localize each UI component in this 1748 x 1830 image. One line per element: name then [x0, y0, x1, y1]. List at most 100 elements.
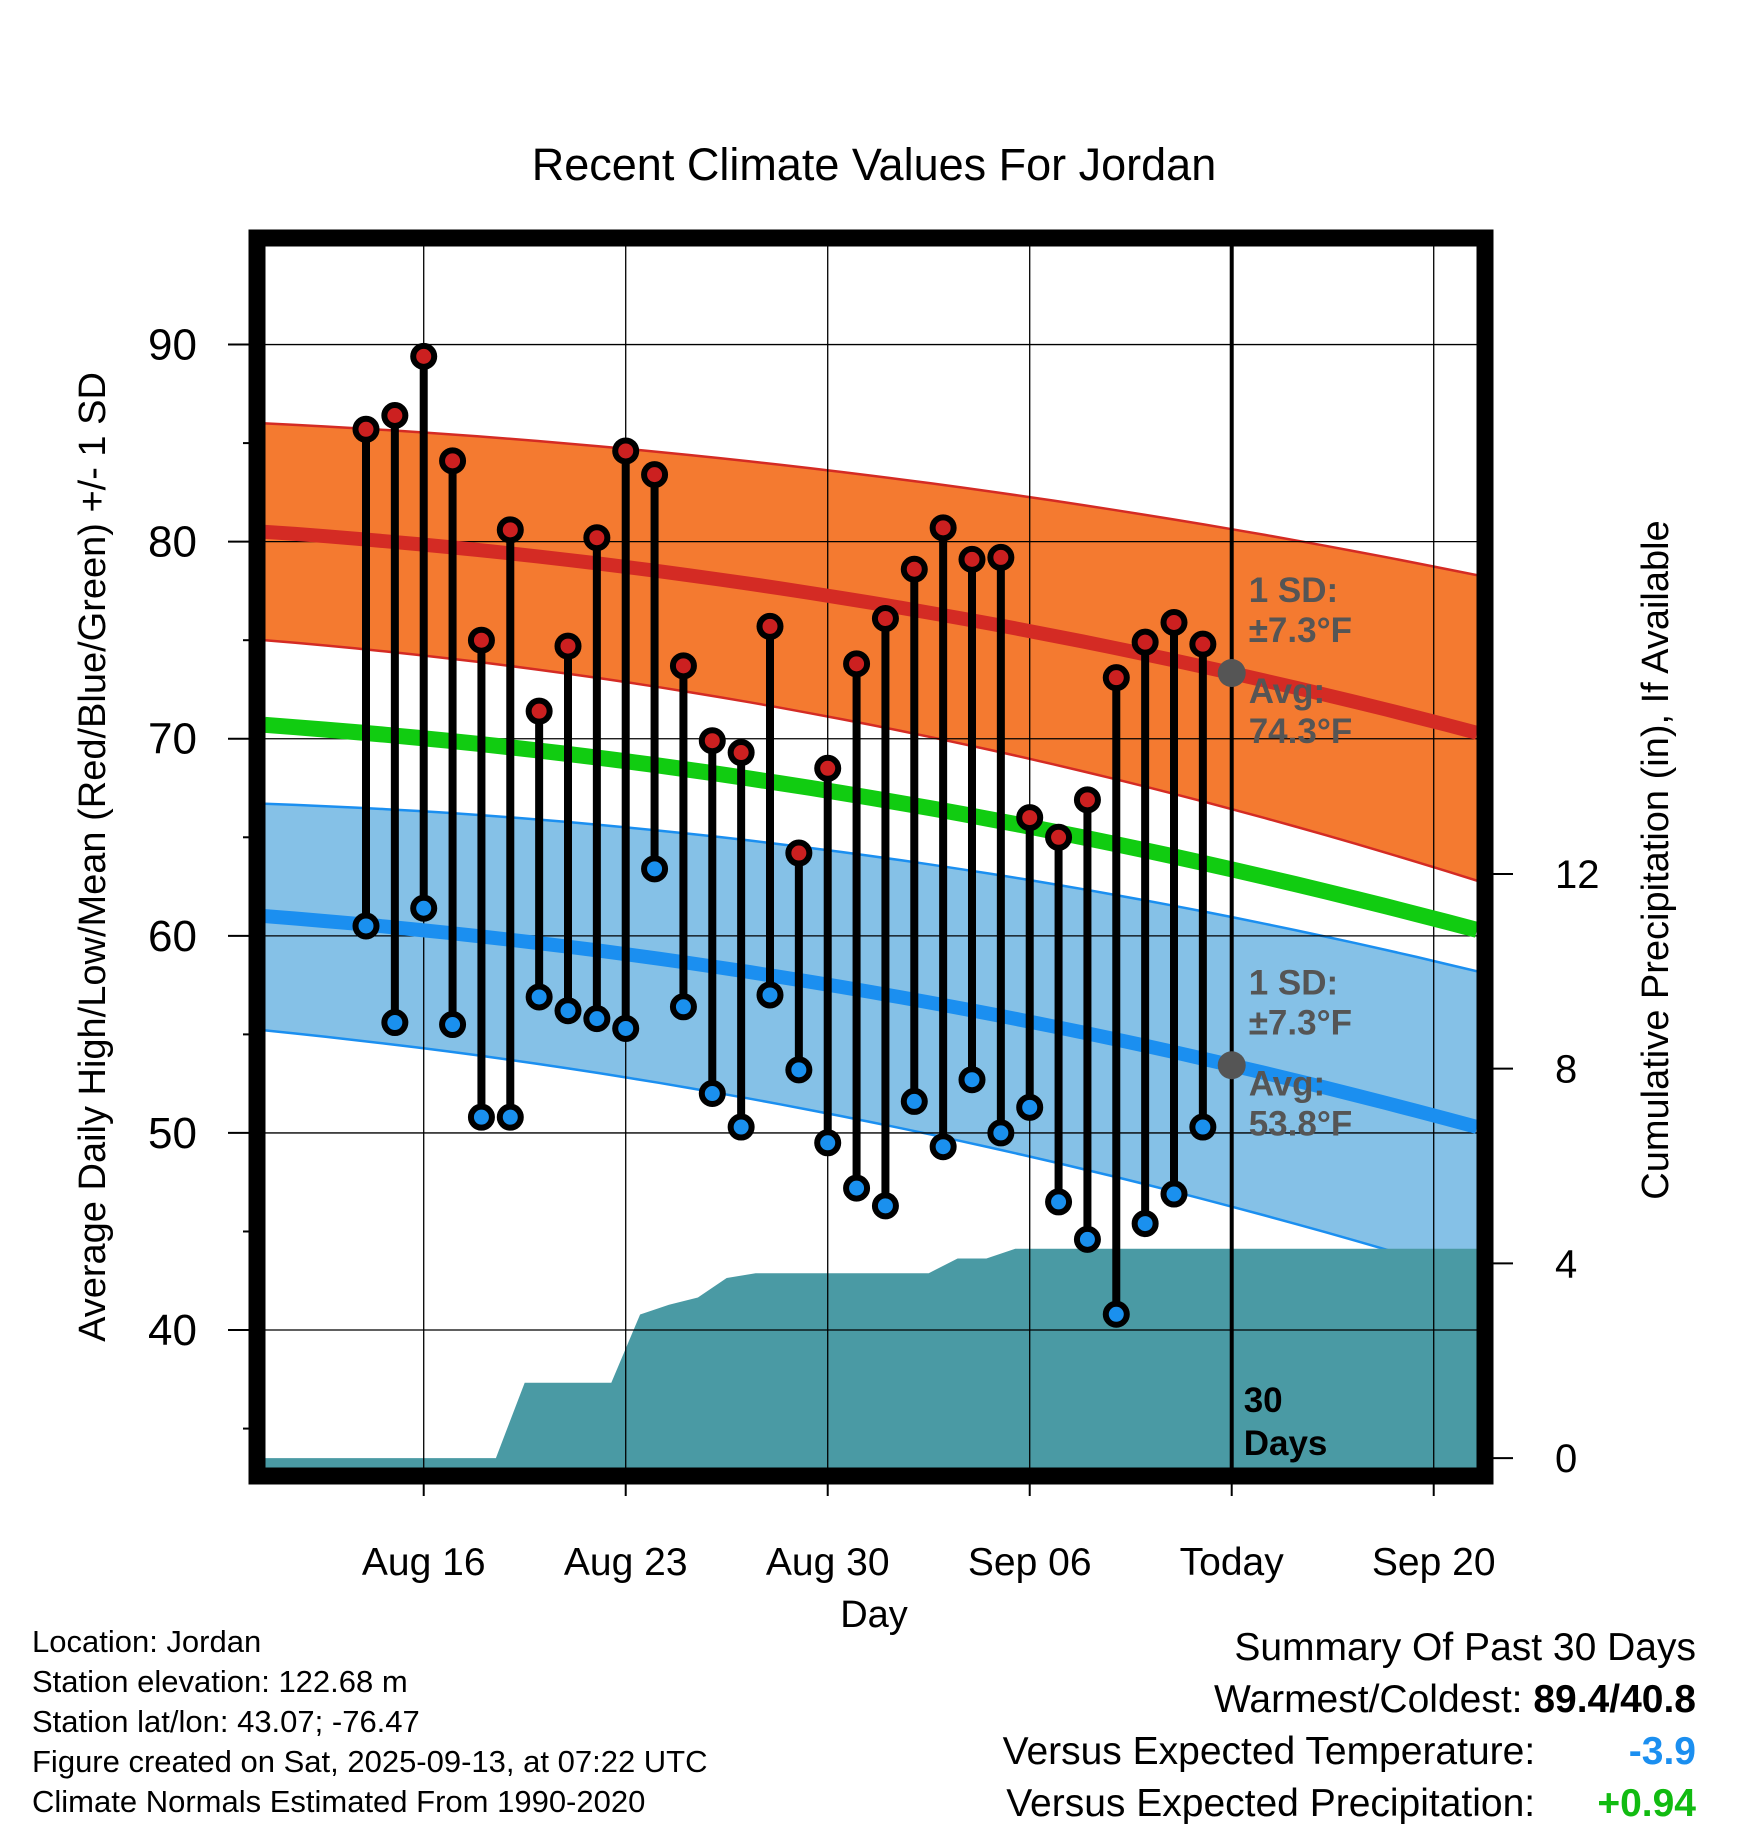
daily-low-point [410, 894, 438, 922]
high-avg-line [265, 524, 1477, 740]
daily-low-point [669, 993, 697, 1021]
daily-low-point [1073, 1225, 1101, 1253]
daily-high-point [467, 626, 495, 654]
daily-high-point [756, 612, 784, 640]
daily-low-point [1160, 1180, 1188, 1208]
daily-low-point [727, 1113, 755, 1141]
y-left-tick-label: 40 [148, 1306, 197, 1355]
plot-frame [248, 229, 1494, 1485]
warm-cold-row: Warmest/Coldest: 89.4/40.8 [1003, 1674, 1696, 1726]
daily-low-point [525, 983, 553, 1011]
daily-high-point [583, 524, 611, 552]
precip-label: Versus Expected Precipitation: [1006, 1782, 1536, 1825]
temp-value: -3.9 [1628, 1730, 1696, 1773]
y-left-tick-label: 50 [148, 1109, 197, 1158]
low-sd-label: 1 SD: [1249, 963, 1338, 1002]
y-axis-right-label: Cumulative Precipitation (in), If Availa… [1635, 520, 1677, 1199]
precip-area [265, 1248, 1477, 1468]
elevation-text: Station elevation: 122.68 m [32, 1664, 408, 1699]
warm-cold-value: 89.4/40.8 [1533, 1678, 1696, 1721]
created-text: Figure created on Sat, 2025-09-13, at 07… [32, 1744, 708, 1779]
daily-high-point [612, 437, 640, 465]
daily-low-point [756, 981, 784, 1009]
chart-title: Recent Climate Values For Jordan [532, 139, 1216, 190]
daily-low-point [785, 1056, 813, 1084]
y-right-tick-label: 4 [1555, 1242, 1577, 1286]
daily-high-point [814, 754, 842, 782]
low-lower-edge [265, 1029, 1477, 1278]
low-avg-value: 53.8°F [1249, 1104, 1353, 1143]
high-avg-today-marker [1217, 659, 1246, 688]
high-avg-value: 74.3°F [1249, 712, 1353, 751]
daily-high-point [843, 650, 871, 678]
summary-panel: Summary Of Past 30 Days Warmest/Coldest:… [1003, 1622, 1696, 1830]
daily-high-point [496, 516, 524, 544]
y-left-tick-label: 60 [148, 912, 197, 961]
daily-high-point [1189, 630, 1217, 658]
location-text: Location: Jordan [32, 1624, 262, 1659]
daily-high-point [439, 447, 467, 475]
daily-high-point [525, 697, 553, 725]
temp-label: Versus Expected Temperature: [1002, 1730, 1536, 1773]
daily-high-point [554, 632, 582, 660]
daily-high-point [352, 415, 380, 443]
daily-high-point [900, 555, 928, 583]
y-left-tick-label: 90 [148, 321, 197, 370]
summary-title: Summary Of Past 30 Days [1234, 1626, 1696, 1669]
temp-row: Versus Expected Temperature: -3.9 [1003, 1726, 1696, 1778]
y-axis-left-label: Average Daily High/Low/Mean (Red/Blue/Gr… [72, 372, 114, 1342]
precip-row: Versus Expected Precipitation: +0.94 [1003, 1778, 1696, 1830]
x-tick-label: Aug 23 [564, 1541, 688, 1584]
daily-high-point [698, 727, 726, 755]
y-right-tick-label: 0 [1555, 1437, 1577, 1481]
daily-high-point [987, 543, 1015, 571]
daily-high-point [785, 839, 813, 867]
daily-low-point [612, 1014, 640, 1042]
station-info: Location: Jordan Station elevation: 122.… [32, 1622, 708, 1822]
daily-high-point [669, 652, 697, 680]
x-tick-label: Sep 20 [1372, 1541, 1496, 1584]
daily-high-point [641, 461, 669, 489]
daily-low-point [1102, 1300, 1130, 1328]
daily-low-point [987, 1119, 1015, 1147]
mean-avg-line [265, 716, 1477, 938]
low-avg-line [265, 909, 1477, 1134]
low-avg-today-marker [1217, 1051, 1246, 1080]
daily-low-point [871, 1192, 899, 1220]
daily-high-point [727, 739, 755, 767]
low-upper-edge [265, 802, 1477, 973]
daily-low-point [814, 1129, 842, 1157]
daily-high-point [1102, 664, 1130, 692]
daily-high-point [929, 514, 957, 542]
daily-low-point [1189, 1113, 1217, 1141]
y-right-tick-label: 8 [1555, 1048, 1577, 1092]
daily-low-point [1045, 1188, 1073, 1216]
daily-low-point [583, 1005, 611, 1033]
days-count-label: 30 [1244, 1381, 1283, 1420]
daily-low-point [958, 1066, 986, 1094]
daily-low-point [843, 1174, 871, 1202]
x-tick-label: Sep 06 [968, 1541, 1092, 1584]
daily-low-point [1131, 1210, 1159, 1238]
daily-high-point [1045, 823, 1073, 851]
daily-low-point [496, 1103, 524, 1131]
x-tick-label: Aug 16 [362, 1541, 486, 1584]
daily-low-point [900, 1087, 928, 1115]
y-left-tick-label: 70 [148, 715, 197, 764]
daily-high-point [1073, 786, 1101, 814]
warm-cold-label: Warmest/Coldest: [1214, 1678, 1523, 1721]
y-left-tick-label: 80 [148, 518, 197, 567]
daily-low-point [352, 912, 380, 940]
daily-high-point [871, 605, 899, 633]
x-tick-label: Aug 30 [766, 1541, 890, 1584]
daily-high-point [958, 545, 986, 573]
y-right-tick-label: 12 [1555, 853, 1600, 897]
daily-low-point [439, 1011, 467, 1039]
x-tick-label: Today [1180, 1541, 1285, 1584]
daily-low-point [641, 855, 669, 883]
high-sd-label: 1 SD: [1249, 571, 1338, 610]
daily-low-point [698, 1080, 726, 1108]
daily-low-point [1016, 1093, 1044, 1121]
x-axis-label: Day [840, 1594, 908, 1636]
